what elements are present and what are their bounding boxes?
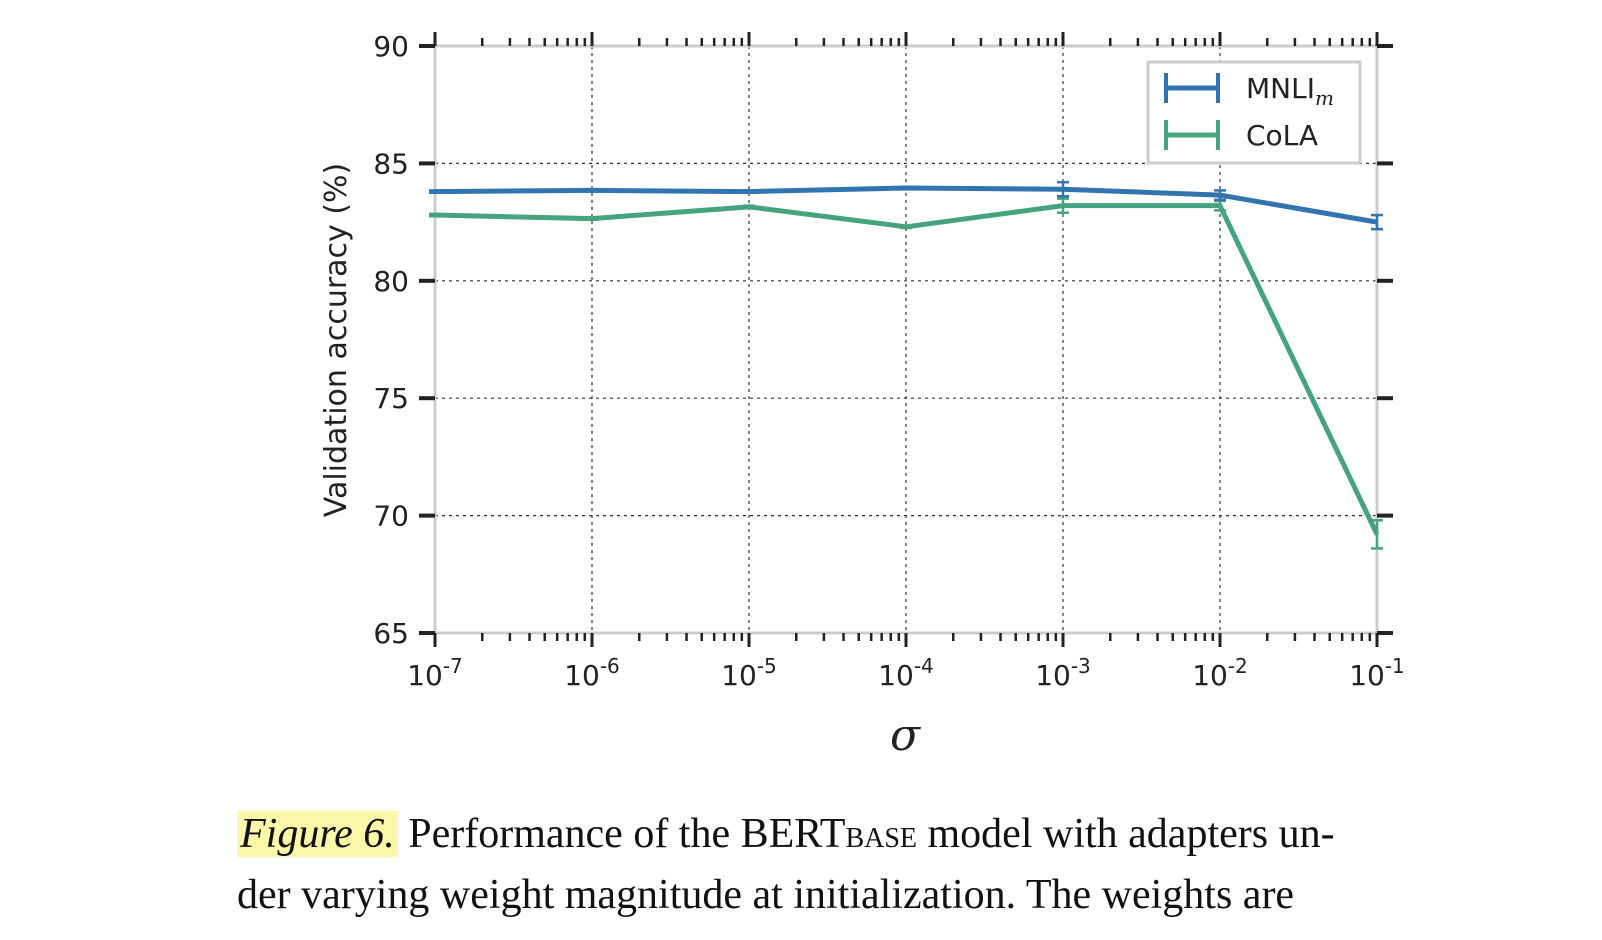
legend-entry-cola: CoLA — [1164, 119, 1318, 152]
y-tick-label: 90 — [373, 30, 409, 63]
legend-label: CoLA — [1246, 119, 1318, 152]
legend-entry-mnli: MNLIm — [1164, 72, 1334, 110]
x-tick-labels: 10-7 10-6 10-5 10-4 10-3 10-2 10-1 — [407, 654, 1405, 692]
x-tick-label: 10-2 — [1192, 654, 1248, 692]
y-tick-label: 75 — [373, 382, 409, 415]
x-tick-label: 10-4 — [878, 654, 934, 692]
x-tick-label: 10-6 — [564, 654, 620, 692]
series-cola — [429, 197, 1383, 550]
legend-box — [1146, 60, 1362, 165]
legend-label: MNLIm — [1246, 72, 1334, 110]
caption-text-1: Performance of the BERT — [408, 811, 846, 857]
x-tick-label: 10-7 — [407, 654, 463, 692]
legend: MNLIm CoLA — [1146, 60, 1362, 165]
y-tick-labels: 65 70 75 80 85 90 — [373, 30, 409, 650]
y-tick-label: 70 — [373, 500, 409, 533]
y-tick-label: 85 — [373, 147, 409, 180]
x-tick-label: 10-1 — [1349, 654, 1405, 692]
x-tick-label: 10-3 — [1035, 654, 1091, 692]
caption-text-2: model with adapters un- — [917, 811, 1335, 857]
series-layer — [429, 180, 1383, 550]
caption-subscript: BASE — [845, 823, 918, 854]
y-axis-label: Validation accuracy (%) — [319, 163, 354, 517]
x-tick-label: 10-5 — [721, 654, 777, 692]
series-mnli — [429, 180, 1383, 231]
axis-ticks — [419, 32, 1393, 647]
y-tick-label: 80 — [373, 265, 409, 298]
y-tick-label: 65 — [373, 617, 409, 650]
caption-figure-label: Figure 6. — [237, 811, 398, 857]
caption-line-2: der varying weight magnitude at initiali… — [237, 872, 1295, 918]
x-axis-label: σ — [890, 710, 922, 761]
figure-caption: Figure 6. Performance of the BERTBASE mo… — [237, 806, 1537, 923]
